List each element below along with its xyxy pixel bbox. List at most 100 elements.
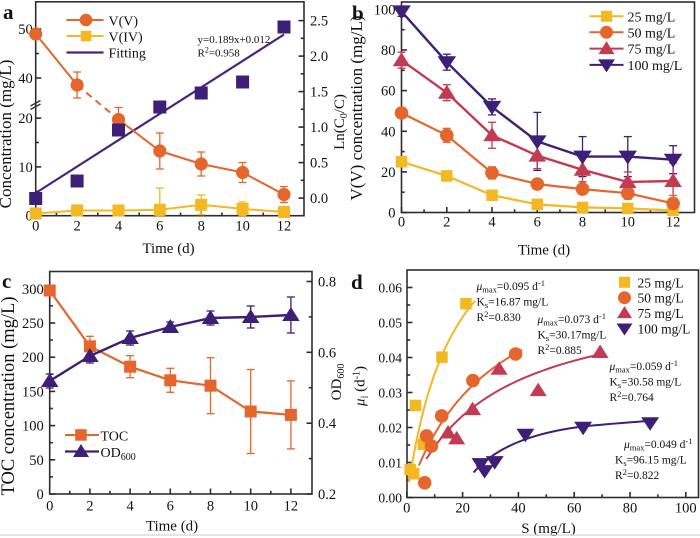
svg-text:Ks=30.17mg/L: Ks=30.17mg/L: [538, 330, 607, 344]
svg-text:0.6: 0.6: [318, 345, 336, 361]
svg-text:Ks=30.58 mg/L: Ks=30.58 mg/L: [610, 377, 682, 391]
svg-text:2.5: 2.5: [310, 14, 328, 30]
svg-text:200: 200: [22, 350, 44, 366]
svg-text:0.06: 0.06: [378, 281, 402, 296]
svg-text:40: 40: [511, 501, 526, 517]
svg-text:4: 4: [126, 499, 134, 515]
svg-text:8: 8: [198, 219, 205, 235]
svg-text:R2=0.958: R2=0.958: [198, 46, 241, 60]
svg-text:μmax=0.073 d-1: μmax=0.073 d-1: [537, 311, 607, 328]
svg-text:10: 10: [621, 215, 636, 231]
svg-text:40: 40: [18, 71, 33, 87]
svg-text:R2=0.885: R2=0.885: [538, 342, 583, 357]
svg-text:0: 0: [46, 499, 53, 515]
svg-text:250: 250: [22, 316, 44, 332]
svg-text:V(V) concentration (mg/L): V(V) concentration (mg/L): [347, 15, 366, 200]
svg-text:100: 100: [22, 419, 44, 435]
svg-text:Time (d): Time (d): [142, 241, 194, 257]
svg-text:50 mg/L: 50 mg/L: [628, 26, 676, 41]
svg-text:6: 6: [167, 499, 174, 515]
svg-text:1.5: 1.5: [310, 85, 328, 101]
svg-text:50 mg/L: 50 mg/L: [638, 291, 684, 306]
svg-text:0: 0: [403, 501, 410, 517]
svg-text:μmax=0.049 d-1: μmax=0.049 d-1: [623, 436, 693, 453]
svg-text:80: 80: [381, 43, 396, 59]
svg-text:0.4: 0.4: [318, 416, 337, 432]
svg-text:75 mg/L: 75 mg/L: [638, 306, 684, 321]
svg-text:12: 12: [284, 499, 299, 515]
svg-text:0.02: 0.02: [378, 421, 402, 436]
svg-text:y=0.189x+0.012: y=0.189x+0.012: [198, 34, 271, 46]
svg-text:50: 50: [29, 453, 44, 469]
svg-text:20: 20: [381, 165, 396, 181]
svg-text:Time (d): Time (d): [518, 243, 570, 259]
svg-text:12: 12: [277, 219, 292, 235]
svg-text:300: 300: [22, 282, 44, 298]
svg-text:V(IV): V(IV): [109, 31, 144, 46]
svg-text:0.01: 0.01: [378, 456, 402, 471]
svg-text:100: 100: [374, 2, 396, 18]
svg-text:R2=0.830: R2=0.830: [477, 309, 522, 324]
svg-text:10: 10: [235, 219, 250, 235]
svg-text:S (mg/L): S (mg/L): [521, 521, 576, 537]
svg-text:10: 10: [243, 499, 258, 515]
svg-text:Ks=16.87 mg/L: Ks=16.87 mg/L: [477, 297, 549, 311]
svg-text:2: 2: [73, 219, 80, 235]
svg-text:0.2: 0.2: [318, 487, 336, 503]
svg-text:0: 0: [32, 219, 39, 235]
svg-text:0.05: 0.05: [378, 316, 402, 331]
svg-text:150: 150: [22, 384, 44, 400]
svg-text:a: a: [3, 0, 14, 24]
svg-text:10: 10: [18, 160, 33, 176]
svg-text:2.0: 2.0: [310, 49, 328, 65]
svg-text:0.00: 0.00: [378, 491, 402, 506]
svg-text:Fitting: Fitting: [109, 47, 146, 62]
svg-text:R2=0.764: R2=0.764: [610, 389, 655, 404]
svg-text:6: 6: [156, 219, 163, 235]
svg-text:0.5: 0.5: [310, 156, 328, 172]
svg-text:μi (d-1): μi (d-1): [352, 366, 371, 407]
svg-text:0: 0: [25, 209, 32, 225]
svg-text:2: 2: [443, 215, 450, 231]
svg-text:6: 6: [534, 215, 541, 231]
svg-text:40: 40: [381, 124, 396, 140]
svg-text:Ks=96.15 mg/L: Ks=96.15 mg/L: [615, 455, 687, 469]
svg-text:4: 4: [115, 219, 123, 235]
svg-text:100: 100: [675, 501, 697, 517]
svg-text:0: 0: [398, 215, 405, 231]
svg-text:Time (d): Time (d): [146, 519, 198, 535]
svg-text:0.0: 0.0: [310, 191, 328, 207]
svg-text:d: d: [351, 270, 363, 294]
svg-text:0.04: 0.04: [378, 351, 402, 366]
svg-text:20: 20: [455, 501, 470, 517]
svg-text:c: c: [2, 269, 11, 293]
svg-text:2: 2: [86, 499, 93, 515]
svg-text:25 mg/L: 25 mg/L: [638, 275, 684, 290]
svg-text:80: 80: [623, 501, 638, 517]
svg-text:μmax=0.059 d-1: μmax=0.059 d-1: [609, 358, 679, 375]
svg-text:60: 60: [381, 84, 396, 100]
svg-text:0.03: 0.03: [378, 386, 402, 401]
svg-text:8: 8: [579, 215, 586, 231]
svg-text:25 mg/L: 25 mg/L: [628, 10, 676, 25]
svg-text:4: 4: [488, 215, 496, 231]
svg-text:100 mg/L: 100 mg/L: [638, 322, 691, 337]
svg-text:Concentration (mg/L): Concentration (mg/L): [0, 60, 15, 209]
svg-text:1.0: 1.0: [310, 120, 328, 136]
svg-text:50: 50: [18, 22, 33, 38]
svg-text:0: 0: [388, 206, 395, 222]
svg-text:75 mg/L: 75 mg/L: [628, 43, 676, 58]
svg-text:R2=0.822: R2=0.822: [615, 467, 660, 482]
svg-text:Ln(C0/C): Ln(C0/C): [332, 94, 350, 150]
svg-text:TOC concentration (mg/L): TOC concentration (mg/L): [0, 297, 19, 496]
svg-text:0: 0: [36, 487, 43, 503]
svg-text:V(V): V(V): [109, 15, 139, 30]
svg-text:μmax=0.095 d-1: μmax=0.095 d-1: [476, 278, 546, 295]
svg-text:60: 60: [567, 501, 582, 517]
svg-text:12: 12: [666, 215, 681, 231]
svg-text:8: 8: [207, 499, 214, 515]
svg-text:0.8: 0.8: [318, 275, 336, 291]
svg-text:20: 20: [18, 111, 33, 127]
svg-text:b: b: [352, 1, 364, 25]
svg-text:100 mg/L: 100 mg/L: [628, 59, 683, 74]
